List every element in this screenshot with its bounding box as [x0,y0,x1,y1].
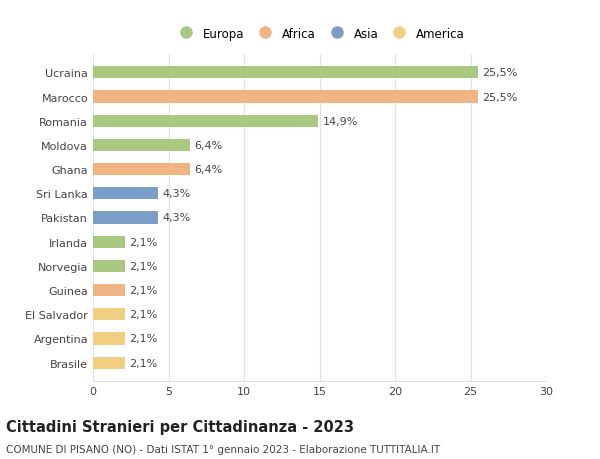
Bar [93,236,125,248]
Text: 2,1%: 2,1% [129,334,157,344]
Bar [93,140,190,151]
Text: 2,1%: 2,1% [129,285,157,296]
Text: 4,3%: 4,3% [163,213,191,223]
Bar [93,308,125,321]
Text: Cittadini Stranieri per Cittadinanza - 2023: Cittadini Stranieri per Cittadinanza - 2… [6,419,354,434]
Text: 2,1%: 2,1% [129,358,157,368]
Bar [93,91,478,103]
Text: COMUNE DI PISANO (NO) - Dati ISTAT 1° gennaio 2023 - Elaborazione TUTTITALIA.IT: COMUNE DI PISANO (NO) - Dati ISTAT 1° ge… [6,444,440,454]
Text: 2,1%: 2,1% [129,237,157,247]
Text: 14,9%: 14,9% [323,117,358,126]
Text: 4,3%: 4,3% [163,189,191,199]
Bar [93,212,158,224]
Bar [93,67,478,79]
Text: 2,1%: 2,1% [129,261,157,271]
Bar [93,260,125,272]
Legend: Europa, Africa, Asia, America: Europa, Africa, Asia, America [172,25,467,43]
Text: 2,1%: 2,1% [129,310,157,319]
Text: 25,5%: 25,5% [482,92,518,102]
Bar [93,285,125,297]
Bar [93,357,125,369]
Text: 25,5%: 25,5% [482,68,518,78]
Text: 6,4%: 6,4% [194,140,223,151]
Bar [93,164,190,176]
Bar [93,188,158,200]
Bar [93,115,318,128]
Text: 6,4%: 6,4% [194,165,223,175]
Bar [93,333,125,345]
